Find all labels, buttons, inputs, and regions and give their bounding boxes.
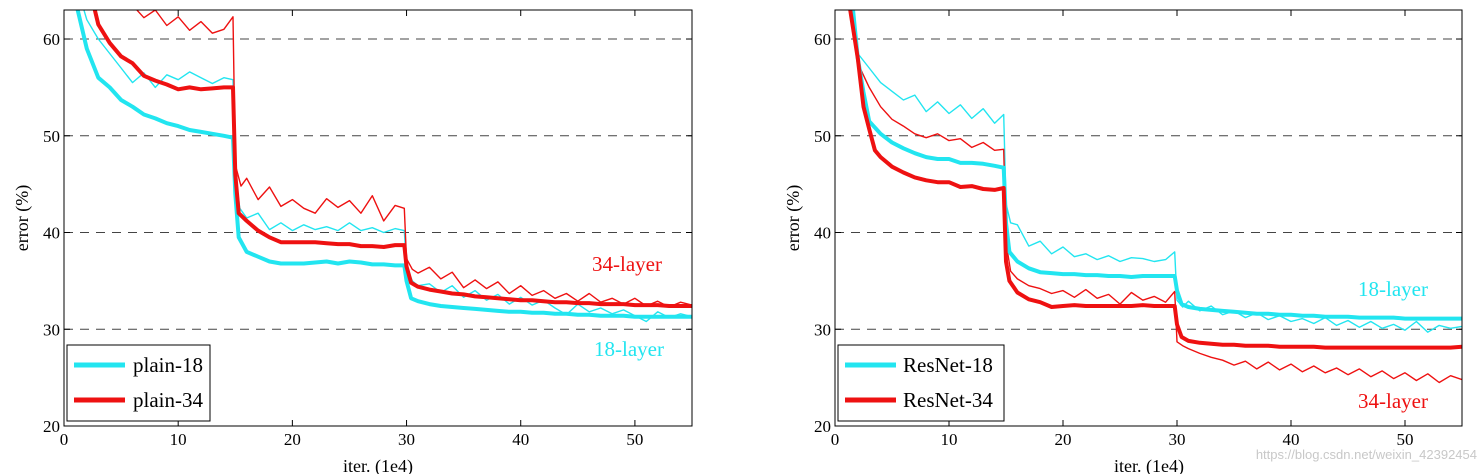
left-gridlines	[64, 38, 692, 330]
watermark-text: https://blog.csdn.net/weixin_42392454	[1256, 447, 1477, 462]
right-legend-label-resnet-34: ResNet-34	[903, 388, 993, 412]
right-x-tick-label-10: 10	[941, 430, 958, 449]
right-series-group	[848, 10, 1462, 384]
left-series-plain-18	[75, 10, 692, 319]
right-series-resnet-34-train-thin	[849, 10, 1462, 384]
right-chart-panel: 0 10 20 30 40 50 20 30 40 50 60 iter. (1e4) error …	[783, 9, 1463, 474]
right-y-tick-label-50: 50	[814, 127, 831, 146]
right-annotation-18-layer: 18-layer	[1358, 277, 1428, 301]
right-legend-label-resnet-18: ResNet-18	[903, 353, 993, 377]
left-legend-box	[66, 344, 211, 422]
left-legend-label-plain-34: plain-34	[133, 388, 203, 412]
right-y-axis-label: error (%)	[783, 185, 804, 251]
left-annotation-18-layer: 18-layer	[594, 337, 664, 361]
left-y-tick-label-20: 20	[43, 417, 60, 436]
left-x-tick-label-20: 20	[284, 430, 301, 449]
left-x-tick-label-30: 30	[398, 430, 415, 449]
right-x-tick-label-20: 20	[1055, 430, 1072, 449]
left-x-tick-label-50: 50	[626, 430, 643, 449]
right-series-resnet-34	[848, 10, 1462, 350]
left-legend: plain-18 plain-34	[66, 344, 211, 422]
left-series-group	[75, 10, 692, 323]
right-y-tick-label-30: 30	[814, 320, 831, 339]
left-series-plain-34	[92, 10, 692, 308]
right-plot-frame	[834, 9, 1463, 427]
left-x-axis-label: iter. (1e4)	[343, 456, 413, 474]
left-x-tick-label-0: 0	[60, 430, 69, 449]
left-legend-label-plain-18: plain-18	[133, 353, 203, 377]
right-legend: ResNet-18 ResNet-34	[837, 344, 1005, 422]
right-gridlines	[835, 38, 1462, 330]
left-y-tick-label-60: 60	[43, 30, 60, 49]
left-x-tick-label-10: 10	[170, 430, 187, 449]
left-annotation-34-layer: 34-layer	[592, 252, 662, 276]
right-x-tick-label-0: 0	[831, 430, 840, 449]
left-series-plain-18-train-thin	[83, 10, 692, 323]
right-x-axis-label: iter. (1e4)	[1114, 456, 1184, 474]
left-x-tick-label-40: 40	[512, 430, 529, 449]
right-y-tick-label-40: 40	[814, 224, 831, 243]
right-annotation-34-layer: 34-layer	[1358, 389, 1428, 413]
right-axis-ticks: 0 10 20 30 40 50 20 30 40 50 60	[814, 10, 1462, 449]
left-y-tick-label-50: 50	[43, 127, 60, 146]
right-series-resnet-18-train-thin	[851, 19, 1462, 333]
right-y-tick-label-60: 60	[814, 30, 831, 49]
left-plot-frame	[63, 9, 693, 427]
left-series-plain-34-train-thin	[135, 10, 692, 308]
left-axis-ticks: 0 10 20 30 40 50 20 30 40 50 60	[43, 10, 692, 449]
right-legend-box	[837, 344, 1005, 422]
left-y-axis-label: error (%)	[12, 185, 33, 251]
left-y-tick-label-30: 30	[43, 320, 60, 339]
right-series-resnet-18	[851, 10, 1462, 321]
left-chart-panel: 0 10 20 30 40 50 20 30 40 50 60 iter. (1e4) error …	[12, 9, 693, 474]
right-x-tick-label-30: 30	[1169, 430, 1186, 449]
right-y-tick-label-20: 20	[814, 417, 831, 436]
left-y-tick-label-40: 40	[43, 224, 60, 243]
right-x-tick-label-50: 50	[1397, 430, 1414, 449]
right-x-tick-label-40: 40	[1283, 430, 1300, 449]
